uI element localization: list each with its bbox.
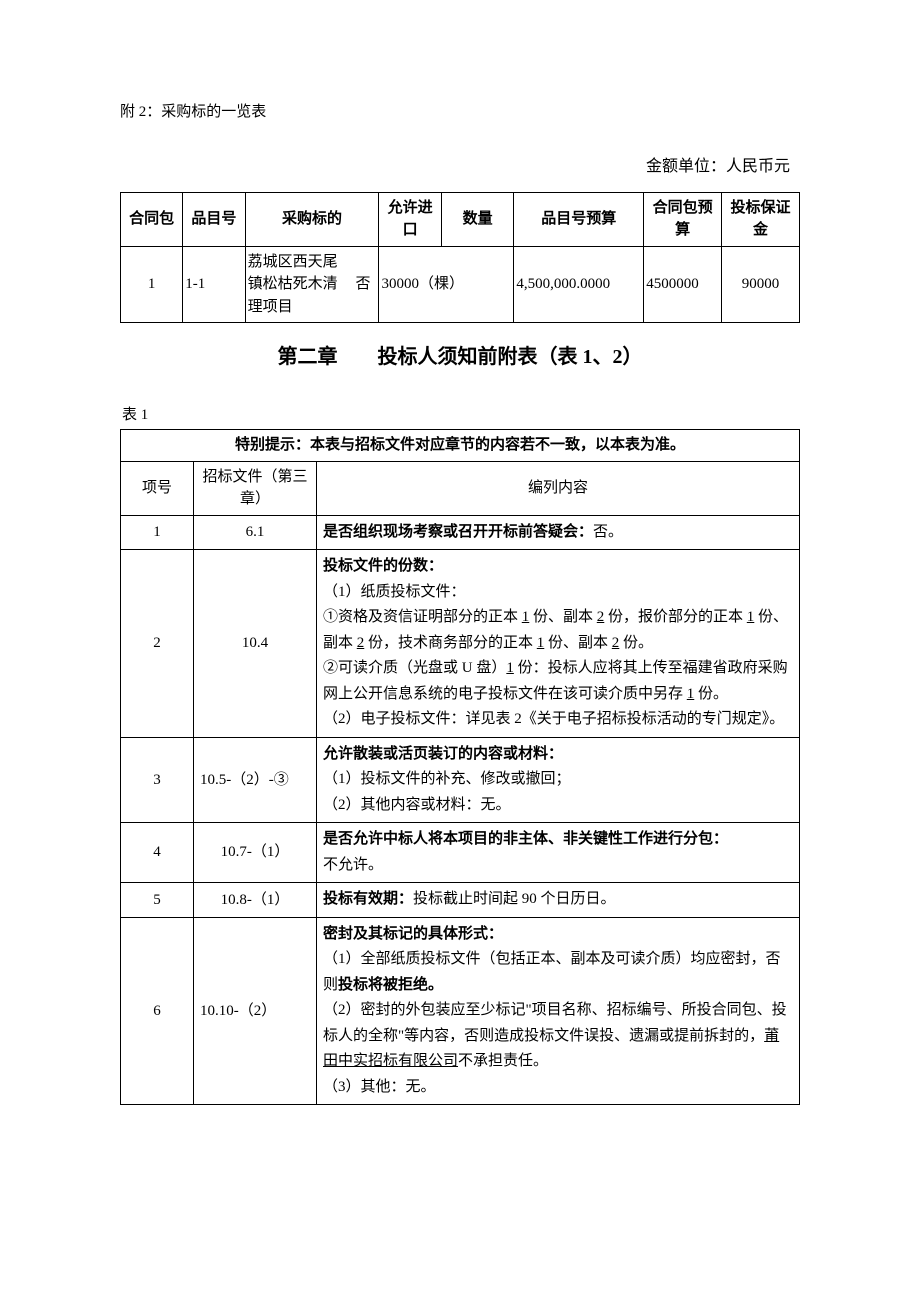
table-row: 1 1-1 荔城区西天尾镇松枯死木清理项目 否 30000（棵） 4,500,0… (121, 246, 800, 323)
text: 不允许。 (323, 857, 383, 873)
col-ref: 招标文件（第三章） (194, 461, 317, 515)
cell-content: 是否组织现场考察或召开开标前答疑会：否。 (317, 515, 800, 550)
procurement-summary-table: 合同包 品目号 采购标的 允许进口 数量 品目号预算 合同包预算 投标保证金 1… (120, 192, 800, 324)
cell-no: 6 (121, 917, 194, 1105)
text: （2）其他内容或材料：无。 (323, 797, 511, 813)
cell-item-budget: 4,500,000.0000 (514, 246, 644, 323)
table-header-row: 合同包 品目号 采购标的 允许进口 数量 品目号预算 合同包预算 投标保证金 (121, 192, 800, 246)
bold-label: 允许散装或活页装订的内容或材料： (323, 746, 563, 762)
col-item-no: 品目号 (183, 192, 245, 246)
text: （1）纸质投标文件： (323, 584, 466, 600)
cell-no: 3 (121, 737, 194, 823)
bold-label: 投标文件的份数： (323, 558, 443, 574)
table-2-label: 表 1 (122, 403, 800, 427)
text: 份。 (619, 635, 653, 651)
cell-item-no: 1-1 (183, 246, 245, 323)
text: 否。 (593, 524, 623, 540)
cell-no: 5 (121, 883, 194, 918)
text: 份、副本 (529, 609, 597, 625)
col-deposit: 投标保证金 (722, 192, 800, 246)
cell-ref: 6.1 (194, 515, 317, 550)
cell-content: 密封及其标记的具体形式： （1）全部纸质投标文件（包括正本、副本及可读介质）均应… (317, 917, 800, 1105)
table-header-row: 项号 招标文件（第三章） 编列内容 (121, 461, 800, 515)
bold-label: 密封及其标记的具体形式： (323, 926, 503, 942)
text: （1）投标文件的补充、修改或撤回； (323, 771, 571, 787)
table-row: 6 10.10-（2） 密封及其标记的具体形式： （1）全部纸质投标文件（包括正… (121, 917, 800, 1105)
col-no: 项号 (121, 461, 194, 515)
hint-text: 特别提示：本表与招标文件对应章节的内容若不一致，以本表为准。 (121, 430, 800, 462)
cell-ref: 10.7-（1） (194, 823, 317, 883)
cell-no: 2 (121, 550, 194, 738)
cell-content: 是否允许中标人将本项目的非主体、非关键性工作进行分包： 不允许。 (317, 823, 800, 883)
cell-pkg-budget: 4500000 (644, 246, 722, 323)
table-row: 2 10.4 投标文件的份数： （1）纸质投标文件： ①资格及资信证明部分的正本… (121, 550, 800, 738)
chapter-title: 第二章 投标人须知前附表（表 1、2） (120, 341, 800, 373)
cell-ref: 10.8-（1） (194, 883, 317, 918)
cell-content: 允许散装或活页装订的内容或材料： （1）投标文件的补充、修改或撤回； （2）其他… (317, 737, 800, 823)
cell-ref: 10.5-（2）-③ (194, 737, 317, 823)
table-row: 5 10.8-（1） 投标有效期：投标截止时间起 90 个日历日。 (121, 883, 800, 918)
text: 份、副本 (544, 635, 612, 651)
col-item-budget: 品目号预算 (514, 192, 644, 246)
bold-label: 是否允许中标人将本项目的非主体、非关键性工作进行分包： (323, 831, 728, 847)
cell-ref: 10.4 (194, 550, 317, 738)
bidder-notice-table: 特别提示：本表与招标文件对应章节的内容若不一致，以本表为准。 项号 招标文件（第… (120, 429, 800, 1105)
bold-label: 投标有效期： (323, 891, 413, 907)
underline: 1 (506, 660, 514, 676)
col-target: 采购标的 (245, 192, 379, 246)
col-quantity: 数量 (441, 192, 514, 246)
col-package: 合同包 (121, 192, 183, 246)
cell-content: 投标有效期：投标截止时间起 90 个日历日。 (317, 883, 800, 918)
table-row: 1 6.1 是否组织现场考察或召开开标前答疑会：否。 (121, 515, 800, 550)
cell-target: 荔城区西天尾镇松枯死木清理项目 (245, 246, 353, 323)
cell-import: 否 (354, 246, 379, 323)
text: 份，报价部分的正本 (604, 609, 747, 625)
text: （3）其他：无。 (323, 1079, 436, 1095)
text: 不承担责任。 (458, 1053, 548, 1069)
currency-unit: 金额单位：人民币元 (120, 154, 800, 180)
cell-no: 4 (121, 823, 194, 883)
text: 份。 (694, 686, 728, 702)
cell-quantity: 30000（棵） (379, 246, 514, 323)
text: （2）电子投标文件：详见表 2《关于电子招标投标活动的专门规定》。 (323, 711, 784, 727)
cell-ref: 10.10-（2） (194, 917, 317, 1105)
cell-no: 1 (121, 515, 194, 550)
bold-text: 投标将被拒绝。 (338, 977, 443, 993)
table-row: 4 10.7-（1） 是否允许中标人将本项目的非主体、非关键性工作进行分包： 不… (121, 823, 800, 883)
col-package-budget: 合同包预算 (644, 192, 722, 246)
bold-label: 是否组织现场考察或召开开标前答疑会： (323, 524, 593, 540)
text: 份，技术商务部分的正本 (364, 635, 537, 651)
text: ②可读介质（光盘或 U 盘） (323, 660, 506, 676)
cell-content: 投标文件的份数： （1）纸质投标文件： ①资格及资信证明部分的正本 1 份、副本… (317, 550, 800, 738)
col-content: 编列内容 (317, 461, 800, 515)
cell-package: 1 (121, 246, 183, 323)
attachment-title: 附 2：采购标的一览表 (120, 100, 800, 124)
text: ①资格及资信证明部分的正本 (323, 609, 522, 625)
table-row: 3 10.5-（2）-③ 允许散装或活页装订的内容或材料： （1）投标文件的补充… (121, 737, 800, 823)
col-import: 允许进口 (379, 192, 441, 246)
hint-row: 特别提示：本表与招标文件对应章节的内容若不一致，以本表为准。 (121, 430, 800, 462)
cell-deposit: 90000 (722, 246, 800, 323)
text: （2）密封的外包装应至少标记"项目名称、招标编号、所投合同包、投标人的全称"等内… (323, 1002, 787, 1044)
text: 投标截止时间起 90 个日历日。 (413, 891, 616, 907)
